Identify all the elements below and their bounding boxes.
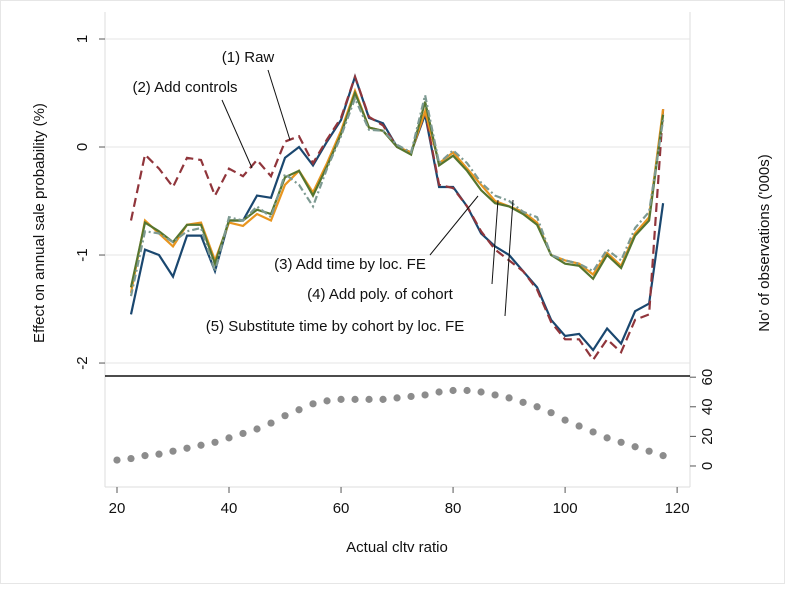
annotation-leader [267,69,291,141]
annotation-leader [504,199,514,317]
dot [477,388,485,396]
dot [253,425,261,433]
dot [617,438,625,446]
y-axis-title: Effect on annual sale probability (%) [31,103,48,343]
dot [281,412,289,420]
dot [449,386,457,395]
y2-axis-title: No' of observations ('000s) [756,154,773,331]
dot [197,441,205,449]
dot [659,452,667,460]
x-tick-label: 20 [109,500,126,517]
dot [211,438,219,446]
y2-tick-label: 60 [699,369,716,386]
dot [295,406,303,414]
y-tick-label: -2 [74,356,91,369]
dot [561,416,569,424]
dot [351,395,359,403]
dot [365,395,373,403]
dot [309,400,317,408]
annotation: (1) Raw [222,49,275,66]
x-tick-label: 40 [221,500,238,517]
annotation-leader [491,199,499,285]
x-tick-label: 60 [333,500,350,517]
x-tick-label: 80 [445,500,462,517]
dot [169,447,177,455]
x-tick-label: 100 [553,500,578,517]
annotation-leader [221,99,253,169]
y-tick-label: 1 [74,35,91,43]
y2-tick-label: 20 [699,428,716,445]
y2-tick-label: 40 [699,398,716,415]
dot [533,403,541,411]
dot [141,452,149,460]
dot [519,398,527,406]
dot [589,428,597,436]
dot [239,429,247,438]
dot [421,391,429,399]
dot [337,395,345,403]
annotation: (5) Substitute time by cohort by loc. FE [206,318,464,335]
x-axis-title: Actual cltv ratio [346,539,448,556]
line-series [129,94,665,297]
dot [407,392,415,401]
dot [603,434,611,442]
dot [547,409,555,417]
dot [631,443,639,451]
dot [267,419,275,427]
annotation: (4) Add poly. of cohort [307,286,453,303]
dot [505,394,513,402]
dot [463,386,471,395]
dot [575,422,583,430]
dot [435,388,443,396]
dot [127,454,135,463]
y2-tick-label: 0 [699,462,716,470]
y-tick-label: -1 [74,248,91,261]
dot [645,447,653,455]
annotation: (3) Add time by loc. FE [274,256,426,273]
annotation-leader [429,195,479,256]
dot [225,434,233,442]
dot [155,450,163,458]
dot [323,397,331,405]
annotation: (2) Add controls [132,79,237,96]
dot [491,391,499,399]
y-tick-label: 0 [74,143,91,151]
dot [113,456,121,464]
dot [183,444,191,452]
x-tick-label: 120 [665,500,690,517]
dot [379,395,387,403]
dot [393,394,401,402]
